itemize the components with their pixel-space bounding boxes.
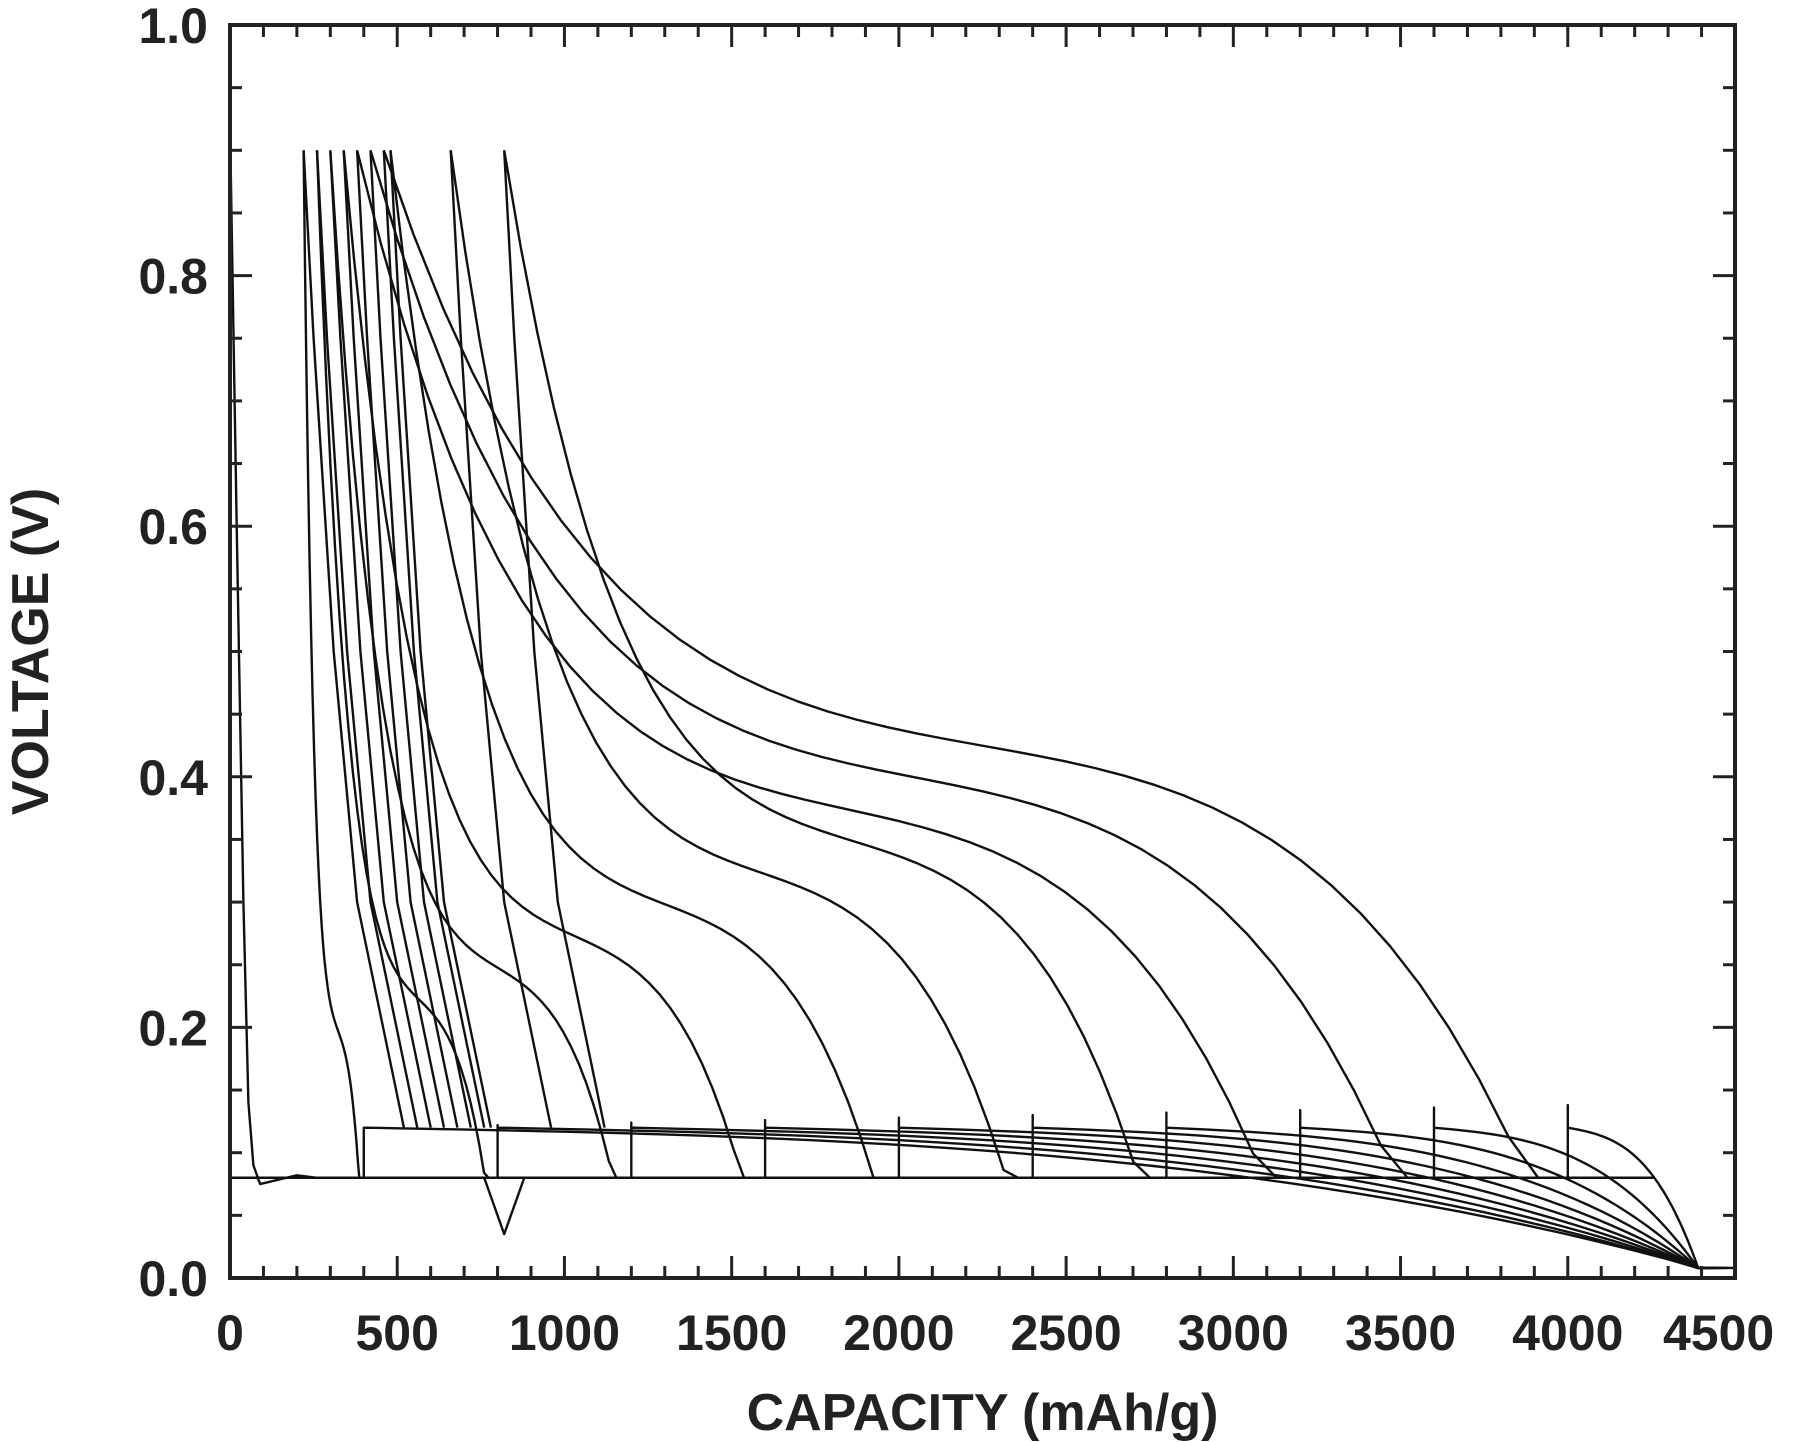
x-axis-label: CAPACITY (mAh/g) xyxy=(747,1384,1219,1442)
y-tick-label: 0.0 xyxy=(138,1251,208,1307)
rest-curve xyxy=(302,150,406,1128)
y-tick-label: 0.6 xyxy=(138,499,208,555)
discharge-curve xyxy=(496,1123,1729,1270)
curves-layer xyxy=(228,125,1735,1270)
rest-curve xyxy=(503,150,606,1128)
rest-curve xyxy=(329,150,432,1128)
charge-curve xyxy=(342,150,766,1179)
x-tick-label: 2000 xyxy=(843,1305,954,1361)
rest-curve xyxy=(315,150,419,1128)
x-tick-label: 4000 xyxy=(1512,1305,1623,1361)
y-axis-label: VOLTAGE (V) xyxy=(2,488,60,815)
rest-curve xyxy=(449,150,553,1128)
discharge-curve xyxy=(1031,1113,1715,1270)
y-tick-label: 0.2 xyxy=(138,1000,208,1056)
dip-curve xyxy=(483,1177,526,1236)
charge-curve xyxy=(369,149,1434,1179)
ticks-layer xyxy=(228,23,1737,1280)
discharge-curve xyxy=(1432,1106,1705,1270)
discharge-curve xyxy=(1566,1103,1702,1270)
y-tick-label: 0.4 xyxy=(138,750,208,806)
x-tick-label: 1500 xyxy=(676,1305,787,1361)
rest-curve xyxy=(342,150,446,1128)
x-tick-label: 500 xyxy=(356,1305,439,1361)
charge-curve xyxy=(329,150,632,1179)
rest-curve xyxy=(369,150,472,1128)
discharge-curve xyxy=(763,1118,1722,1270)
charge-curve xyxy=(449,150,1033,1179)
charge-curve xyxy=(302,150,364,1179)
x-tick-label: 4500 xyxy=(1663,1305,1774,1361)
discharge-curve xyxy=(630,1121,1725,1270)
rest-curve xyxy=(389,150,493,1128)
x-tick-label: 1000 xyxy=(509,1305,620,1361)
charge-curve xyxy=(315,150,498,1179)
x-tick-label: 3000 xyxy=(1178,1305,1289,1361)
discharge-curve xyxy=(897,1116,1719,1270)
initial-discharge-curve xyxy=(228,125,318,1186)
charge-curve xyxy=(355,150,1301,1179)
rest-curve xyxy=(382,150,486,1128)
y-tick-label: 0.8 xyxy=(138,249,208,305)
charge-curve xyxy=(389,150,899,1179)
charge-curve xyxy=(503,150,1167,1179)
discharge-curve xyxy=(1165,1111,1712,1270)
rest-curve xyxy=(355,150,459,1128)
x-tick-label: 0 xyxy=(216,1305,244,1361)
x-tick-label: 3500 xyxy=(1345,1305,1456,1361)
plot-frame xyxy=(228,23,1737,1280)
y-tick-label: 1.0 xyxy=(138,0,208,54)
discharge-curve xyxy=(1299,1108,1709,1270)
x-tick-label: 2500 xyxy=(1010,1305,1121,1361)
tick-labels-layer: 0 500 1000 1500 2000 2500 3000 3500 4000 4500 0.0 0… xyxy=(138,0,1774,1361)
charge-curve xyxy=(382,149,1568,1179)
discharge-curve xyxy=(362,1126,1735,1270)
